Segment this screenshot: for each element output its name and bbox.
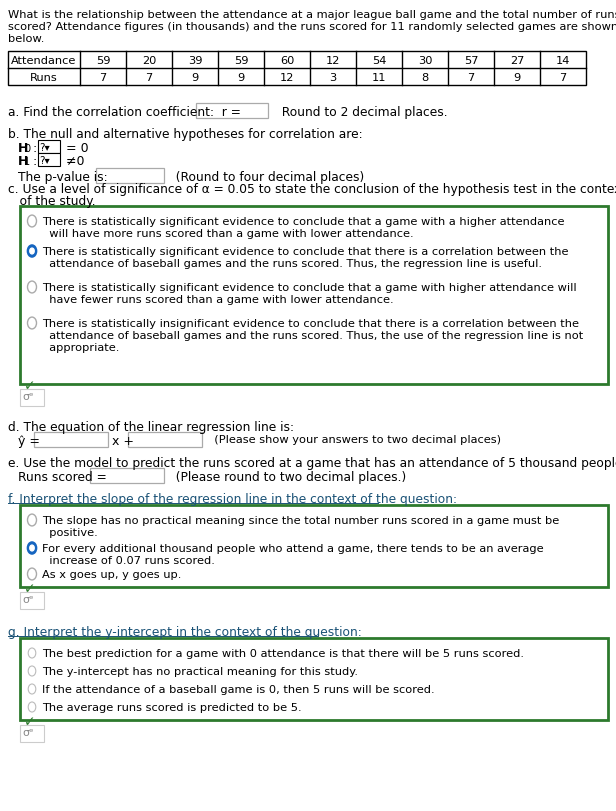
- Text: 12: 12: [280, 73, 294, 83]
- Text: 14: 14: [556, 56, 570, 66]
- Bar: [34, 432, 108, 448]
- Text: 9: 9: [192, 73, 198, 83]
- Text: Runs: Runs: [30, 73, 58, 83]
- Text: Runs scored =: Runs scored =: [18, 470, 107, 483]
- Text: :: :: [29, 155, 41, 168]
- Text: The y-intercept has no practical meaning for this study.: The y-intercept has no practical meaning…: [42, 666, 358, 676]
- Text: x +: x +: [112, 435, 134, 448]
- Text: There is statistically significant evidence to conclude that there is a correlat: There is statistically significant evide…: [42, 247, 569, 257]
- Text: (Round to four decimal places): (Round to four decimal places): [168, 171, 364, 184]
- Text: increase of 0.07 runs scored.: increase of 0.07 runs scored.: [42, 556, 215, 565]
- Text: ✓: ✓: [24, 714, 36, 728]
- Text: 54: 54: [372, 56, 386, 66]
- Text: 27: 27: [510, 56, 524, 66]
- Circle shape: [28, 246, 36, 258]
- Bar: [20, 592, 44, 609]
- Bar: [96, 169, 164, 184]
- Text: For every additional thousand people who attend a game, there tends to be an ave: For every additional thousand people who…: [42, 543, 544, 553]
- Text: There is statistically significant evidence to conclude that a game with higher : There is statistically significant evide…: [42, 283, 577, 293]
- Text: 7: 7: [559, 73, 567, 83]
- Text: ?▾: ?▾: [39, 156, 50, 165]
- Text: b. The null and alternative hypotheses for correlation are:: b. The null and alternative hypotheses f…: [8, 128, 363, 141]
- Text: σᵉ: σᵉ: [22, 594, 34, 604]
- Circle shape: [28, 543, 36, 554]
- Text: 3: 3: [330, 73, 336, 83]
- Text: 30: 30: [418, 56, 432, 66]
- Text: H: H: [18, 142, 28, 155]
- Text: 20: 20: [142, 56, 156, 66]
- Text: 59: 59: [95, 56, 110, 66]
- Text: attendance of baseball games and the runs scored. Thus, the use of the regressio: attendance of baseball games and the run…: [42, 331, 583, 341]
- Text: What is the relationship between the attendance at a major league ball game and : What is the relationship between the att…: [8, 10, 616, 20]
- Text: have fewer runs scored than a game with lower attendance.: have fewer runs scored than a game with …: [42, 294, 394, 305]
- Text: g. Interpret the y-intercept in the context of the question:: g. Interpret the y-intercept in the cont…: [8, 625, 362, 638]
- Text: Round to 2 decimal places.: Round to 2 decimal places.: [274, 106, 448, 119]
- Text: d. The equation of the linear regression line is:: d. The equation of the linear regression…: [8, 420, 294, 433]
- Bar: [38, 154, 60, 167]
- Text: 59: 59: [233, 56, 248, 66]
- Text: 9: 9: [513, 73, 521, 83]
- Bar: [20, 505, 608, 587]
- Text: of the study.: of the study.: [8, 195, 95, 208]
- Text: H: H: [18, 155, 28, 168]
- Text: 7: 7: [99, 73, 107, 83]
- Text: Attendance: Attendance: [11, 56, 76, 66]
- Text: There is statistically insignificant evidence to conclude that there is a correl: There is statistically insignificant evi…: [42, 319, 579, 328]
- Text: (Please show your answers to two decimal places): (Please show your answers to two decimal…: [207, 435, 501, 444]
- Text: e. Use the model to predict the runs scored at a game that has an attendance of : e. Use the model to predict the runs sco…: [8, 457, 616, 470]
- Text: 0: 0: [24, 144, 30, 154]
- Bar: [20, 638, 608, 720]
- Text: c. Use a level of significance of α = 0.05 to state the conclusion of the hypoth: c. Use a level of significance of α = 0.…: [8, 182, 616, 195]
- Text: 7: 7: [468, 73, 474, 83]
- Text: The average runs scored is predicted to be 5.: The average runs scored is predicted to …: [42, 702, 302, 712]
- Text: 57: 57: [464, 56, 478, 66]
- Text: σᵉ: σᵉ: [22, 727, 34, 737]
- Text: 7: 7: [145, 73, 153, 83]
- Text: ✓: ✓: [24, 581, 36, 595]
- Bar: [196, 104, 268, 119]
- Bar: [90, 469, 164, 483]
- Text: appropriate.: appropriate.: [42, 342, 120, 353]
- Text: If the attendance of a baseball game is 0, then 5 runs will be scored.: If the attendance of a baseball game is …: [42, 684, 435, 694]
- Circle shape: [30, 546, 34, 551]
- Text: The slope has no practical meaning since the total number runs scored in a game : The slope has no practical meaning since…: [42, 515, 559, 526]
- Text: below.: below.: [8, 34, 44, 44]
- Text: 39: 39: [188, 56, 202, 66]
- Text: = 0: = 0: [62, 142, 89, 155]
- Text: (Please round to two decimal places.): (Please round to two decimal places.): [168, 470, 406, 483]
- Bar: [20, 207, 608, 384]
- Text: scored? Attendance figures (in thousands) and the runs scored for 11 randomly se: scored? Attendance figures (in thousands…: [8, 22, 616, 32]
- Text: attendance of baseball games and the runs scored. Thus, the regression line is u: attendance of baseball games and the run…: [42, 259, 542, 268]
- Text: 11: 11: [371, 73, 386, 83]
- Text: The p-value is:: The p-value is:: [18, 171, 108, 184]
- Text: There is statistically significant evidence to conclude that a game with a highe: There is statistically significant evide…: [42, 217, 564, 227]
- Text: As x goes up, y goes up.: As x goes up, y goes up.: [42, 569, 181, 579]
- Circle shape: [30, 249, 34, 255]
- Text: ?▾: ?▾: [39, 143, 50, 152]
- Text: 9: 9: [237, 73, 245, 83]
- Bar: [8, 52, 586, 86]
- Text: σᵉ: σᵉ: [22, 392, 34, 401]
- Text: The best prediction for a game with 0 attendance is that there will be 5 runs sc: The best prediction for a game with 0 at…: [42, 648, 524, 659]
- Text: :: :: [29, 142, 41, 155]
- Text: will have more runs scored than a game with lower attendance.: will have more runs scored than a game w…: [42, 229, 413, 238]
- Text: ≠0: ≠0: [62, 155, 84, 168]
- Bar: [20, 725, 44, 742]
- Text: 60: 60: [280, 56, 294, 66]
- Text: 1: 1: [24, 157, 30, 167]
- Text: ✓: ✓: [24, 379, 36, 393]
- Bar: [20, 389, 44, 406]
- Text: positive.: positive.: [42, 527, 98, 538]
- Text: a. Find the correlation coefficient:  r =: a. Find the correlation coefficient: r =: [8, 106, 241, 119]
- Text: ŷ =: ŷ =: [18, 435, 40, 448]
- Text: f. Interpret the slope of the regression line in the context of the question:: f. Interpret the slope of the regression…: [8, 492, 457, 505]
- Bar: [38, 141, 60, 154]
- Bar: [128, 432, 202, 448]
- Text: 8: 8: [421, 73, 429, 83]
- Text: 12: 12: [326, 56, 340, 66]
